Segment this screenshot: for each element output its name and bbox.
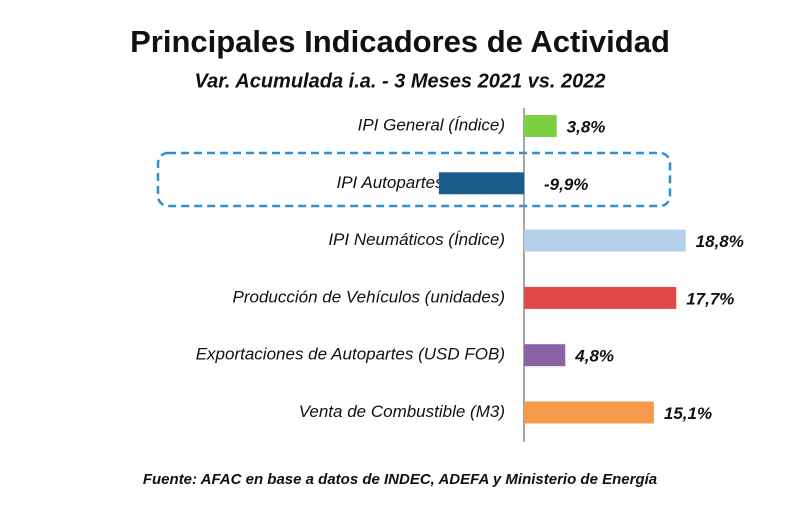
highlight-box: [156, 151, 672, 208]
value-label: 18,8%: [696, 232, 744, 251]
value-label: -9,9%: [544, 175, 588, 194]
bar: [524, 286, 677, 309]
category-label: IPI General (Índice): [358, 115, 505, 134]
bar: [524, 344, 566, 367]
chart-title: Principales Indicadores de Actividad: [130, 24, 670, 59]
bar: [438, 172, 524, 195]
bar: [524, 115, 557, 137]
category-label: IPI Neumáticos (Índice): [328, 230, 505, 249]
chart-subtitle: Var. Acumulada i.a. - 3 Meses 2021 vs. 2…: [195, 70, 606, 92]
value-label: 4,8%: [574, 347, 614, 366]
category-label: Exportaciones de Autopartes (USD FOB): [196, 345, 505, 364]
value-label: 15,1%: [664, 404, 712, 423]
category-label: Producción de Vehículos (unidades): [233, 287, 505, 306]
value-label: 17,7%: [686, 289, 734, 308]
category-label: Venta de Combustible (M3): [299, 402, 505, 421]
bar: [524, 229, 686, 252]
value-label: 3,8%: [567, 117, 606, 136]
bar: [524, 401, 654, 424]
source-note: Fuente: AFAC en base a datos de INDEC, A…: [143, 471, 657, 488]
